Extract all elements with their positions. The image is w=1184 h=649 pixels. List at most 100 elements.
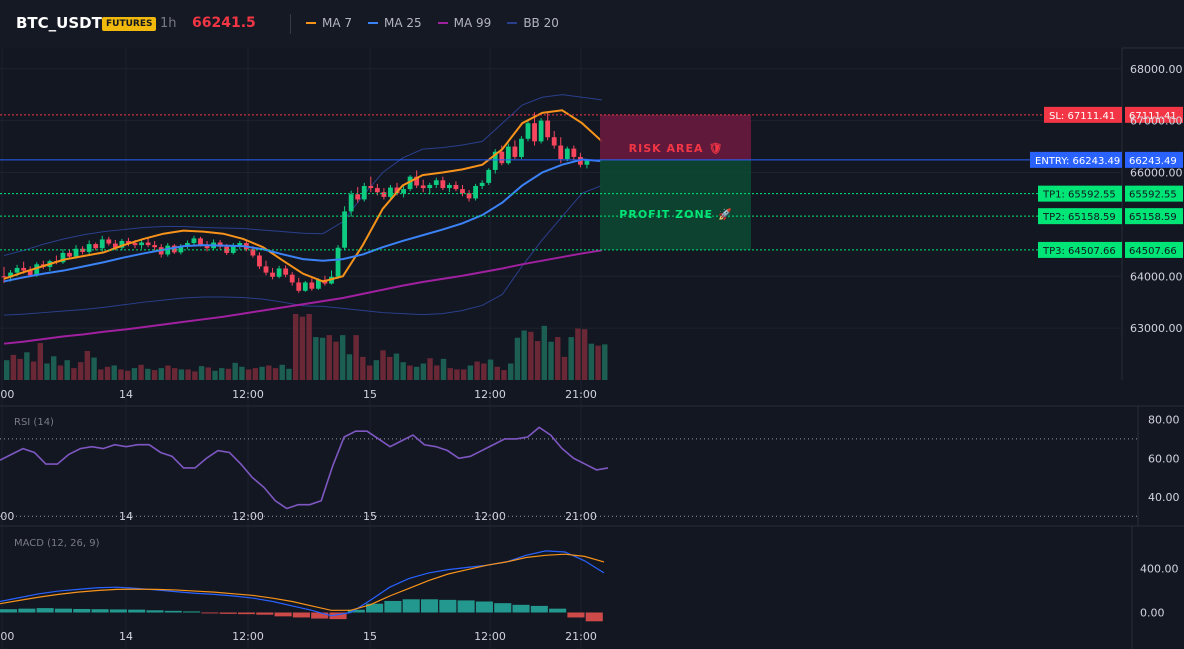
candle-body [433,180,439,185]
candle-body [270,272,275,277]
volume-bar [514,337,521,380]
macd-hist-bar [402,599,420,613]
volume-bar [575,328,581,380]
legend-bb20[interactable]: BB 20 [507,16,559,30]
candle-body [381,192,387,197]
candle-body [571,148,577,157]
volume-bar [131,368,138,380]
legend-ma7-label: MA 7 [322,16,353,30]
candle-body [388,187,393,197]
timeframe-selector[interactable]: 1h [160,16,177,31]
legend-ma25[interactable]: MA 25 [368,16,422,30]
candle-body [230,245,236,253]
candle-body [60,252,66,263]
volume-bar [151,370,158,380]
candle-body [132,243,138,246]
time-tick-label: 14 [119,388,133,401]
candle-body [1,276,7,278]
time-tick-label: 15 [363,510,377,523]
macd-hist-bar [457,600,475,613]
macd-hist-bar [530,605,548,613]
legend-ma99[interactable]: MA 99 [437,16,492,30]
candle-body [584,159,590,165]
volume-bar [353,335,359,380]
macd-hist-bar [54,608,73,613]
candle-body [112,243,118,248]
rsi-pane: RSI (14) 80.00 60.00 40.00 [0,406,1180,526]
tp2-price: 65158.59 [1129,212,1177,223]
candle-body [237,243,243,246]
ma25-line [3,158,603,283]
volume-bar [192,371,198,380]
volume-bar [602,344,608,380]
volume-bar [165,365,171,380]
macd-hist-bar [109,609,127,613]
volume-bar [158,368,164,380]
legend-ma7-swatch [306,22,316,24]
grid-lines: 2:00 2:00 2:00 14 14 14 12:00 12:00 12:00 15 15 15 1… [0,47,1184,649]
price-tick-label: 67000.00 [1130,115,1183,128]
volume-bars [4,314,608,380]
macd-hist-bar [384,600,402,613]
tp3-price: 64507.66 [1129,246,1177,257]
candle-body [499,151,505,164]
candle-body [492,151,498,170]
volume-bar [460,369,467,380]
candle-body [460,189,465,194]
volume-bar [319,337,326,380]
time-tick-label: 2:00 [0,510,14,523]
volume-bar [292,314,299,380]
volume-bar [501,370,507,380]
candle-body [401,189,406,194]
time-tick-label: 2:00 [0,388,14,401]
volume-bar [595,345,601,380]
symbol-name[interactable]: BTC_USDT [16,14,102,32]
legend-bb20-swatch [507,22,518,24]
tp1-tag [1038,185,1122,202]
macd-hist-bar [146,610,164,613]
volume-bar [474,361,480,380]
candle-body [414,176,420,186]
ma7-line [3,109,603,283]
candle-body [86,244,92,252]
volume-bar [64,360,70,380]
price-tick-label: 68000.00 [1130,63,1183,76]
candle-body [440,180,446,189]
tp2-price-box [1125,208,1183,225]
candle-body [466,193,472,199]
macd-hist-bar [585,612,603,622]
volume-bar [393,353,400,380]
macd-hist-bar [128,609,146,613]
time-tick-label: 12:00 [474,630,506,643]
legend-ma7[interactable]: MA 7 [306,16,352,30]
tp3-tag [1038,241,1122,258]
candle-body [93,244,99,249]
rsi-tick-label: 60.00 [1148,452,1180,465]
volume-bar [420,363,427,380]
macd-hist-bar [439,599,457,613]
time-tick-label: 12:00 [474,510,506,523]
volume-bar [17,358,23,380]
chart-header: BTC_USDT FUTURES 1h 66241.5 MA 7 MA 25 M… [0,0,1184,48]
price-axis[interactable]: 68000.00 67000.00 66000.00 64000.00 63000.00 [1130,63,1183,335]
volume-bar [440,358,447,380]
macd-tick-label: 0.00 [1140,607,1165,620]
candle-body [374,188,380,193]
volume-bar [346,354,353,380]
trade-levels: SL: 67111.41 67111.41 ENTRY: 66243.49 66243… [0,106,1183,258]
trade-zones: RISK AREA 🛡 PROFIT ZONE 🚀 [619,142,731,221]
candle-body [106,239,112,244]
macd-hist-bar [18,608,36,613]
volume-bar [145,368,151,380]
candle-body [67,252,72,257]
volume-bar [555,337,561,380]
last-price: 66241.5 [192,15,256,31]
volume-bar [239,366,245,380]
volume-bar [24,352,30,380]
tp2-tag [1038,208,1122,225]
indicator-legend: MA 7 MA 25 MA 99 BB 20 [306,16,559,30]
candle-body [525,123,531,139]
time-tick-label: 15 [363,630,377,643]
legend-ma99-label: MA 99 [453,16,492,30]
